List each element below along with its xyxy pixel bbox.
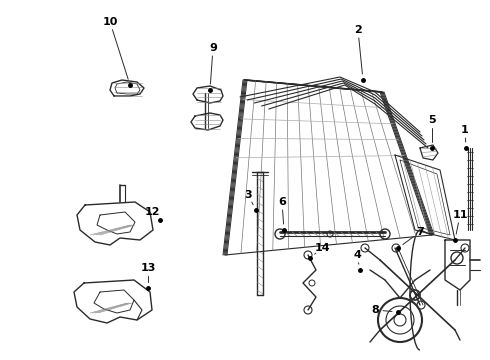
Text: 1: 1 [461,125,469,135]
Text: 8: 8 [371,305,379,315]
Text: 11: 11 [452,210,468,220]
Text: 9: 9 [209,43,217,53]
Text: 12: 12 [144,207,160,217]
Text: 6: 6 [278,197,286,207]
Text: 2: 2 [354,25,362,35]
Text: 5: 5 [428,115,436,125]
Text: 10: 10 [102,17,118,27]
Text: 7: 7 [416,227,424,237]
Text: 3: 3 [244,190,252,200]
Text: 4: 4 [353,250,361,260]
Text: 13: 13 [140,263,156,273]
Text: 14: 14 [314,243,330,253]
